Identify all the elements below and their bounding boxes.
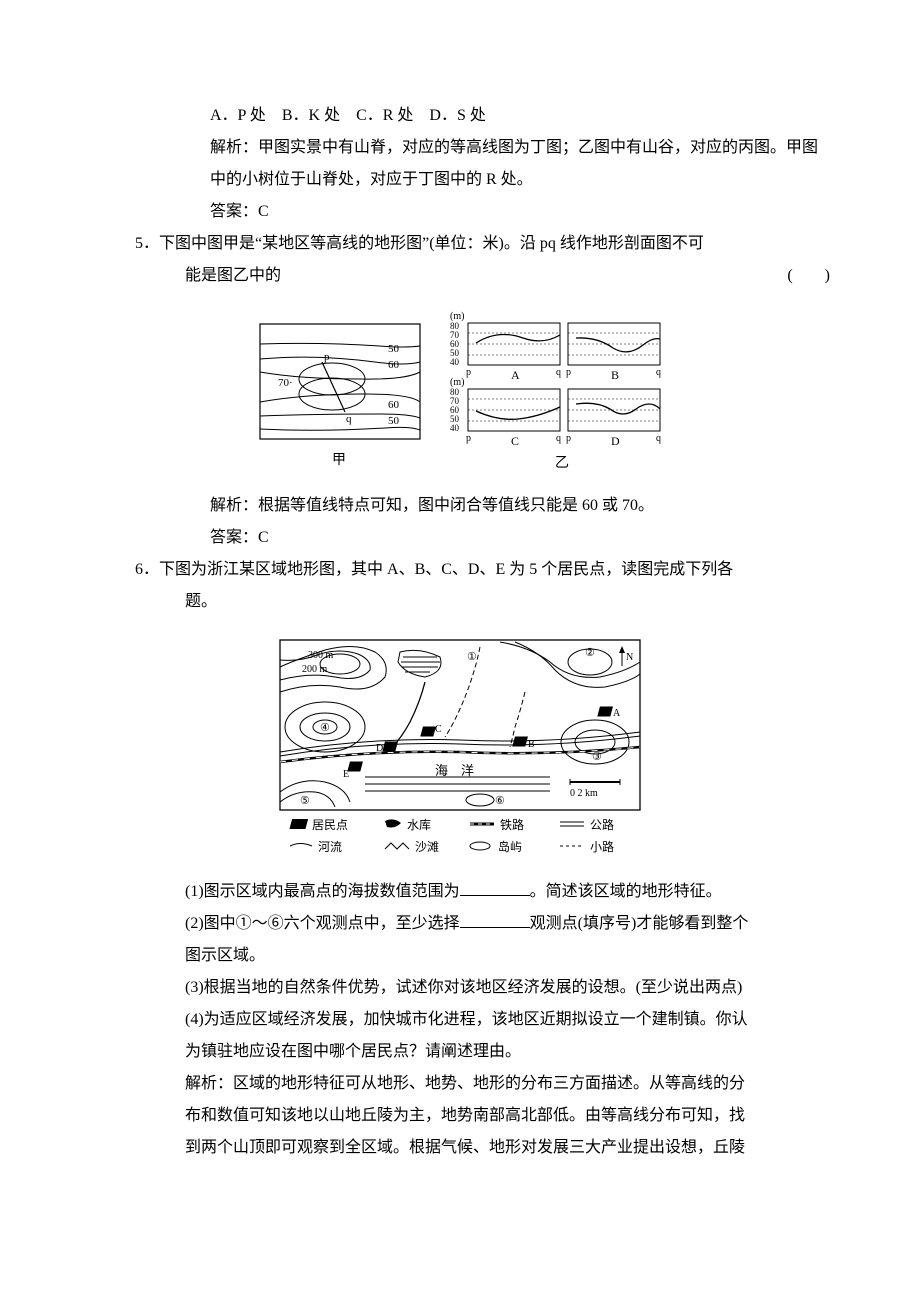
q6-sub2a: (2)图中①～⑥六个观测点中，至少选择观测点(填序号)才能够看到整个 [90, 908, 830, 940]
svg-text:p: p [466, 433, 471, 444]
svg-text:60: 60 [388, 359, 400, 371]
yi-label: 乙 [555, 455, 569, 471]
q4-answer: 答案：C [90, 196, 830, 228]
svg-text:p: p [566, 367, 571, 378]
svg-text:N: N [626, 652, 633, 663]
map-legend: 居民点 水库 铁路 公路 [289, 817, 614, 854]
svg-text:70·: 70· [278, 377, 293, 389]
svg-text:小路: 小路 [590, 839, 614, 854]
q6-analysis-c: 到两个山顶即可观察到全区域。根据气候、地形对发展三大产业提出设想，丘陵 [90, 1132, 830, 1164]
svg-text:q: q [556, 367, 561, 378]
svg-text:B: B [611, 368, 619, 382]
svg-text:50: 50 [388, 415, 400, 427]
svg-text:④: ④ [320, 722, 330, 734]
svg-text:河流: 河流 [318, 840, 342, 854]
q5-stem-b: 能是图乙中的 ( ) [90, 260, 830, 292]
q4-options: A．P 处 B．K 处 C．R 处 D．S 处 [90, 100, 830, 132]
panel-a-path [476, 334, 560, 343]
fig-jia: p q 70· 50 60 60 50 甲 [260, 324, 420, 468]
q5-stem-b-text: 能是图乙中的 [185, 267, 281, 284]
q5-figure-svg: p q 70· 50 60 60 50 甲 (m) 8070605040 [250, 306, 670, 476]
blank-2 [460, 927, 530, 928]
q6-sub1: (1)图示区域内最高点的海拔数值范围为。简述该区域的地形特征。 [90, 876, 830, 908]
jia-label: 甲 [332, 453, 346, 468]
q4-analysis: 解析：甲图实景中有山脊，对应的等高线图为丁图；乙图中有山谷，对应的丙图。甲图中的… [90, 132, 830, 196]
fig-yi: (m) 8070605040 p A q [450, 311, 661, 471]
svg-text:②: ② [585, 647, 595, 659]
q6-analysis-a: 解析：区域的地形特征可从地形、地势、地形的分布三方面描述。从等高线的分 [90, 1068, 830, 1100]
q6-sub3: (3)根据当地的自然条件优势，试述你对该地区经济发展的设想。(至少说出两点) [90, 972, 830, 1004]
blank-1 [460, 895, 530, 896]
svg-text:q: q [556, 433, 561, 444]
svg-text:q: q [656, 367, 661, 378]
svg-text:③: ③ [592, 751, 602, 763]
q6-sub2b: 图示区域。 [90, 940, 830, 972]
svg-text:A: A [613, 708, 621, 719]
svg-text:300 m: 300 m [308, 650, 334, 661]
svg-text:⑤: ⑤ [300, 795, 310, 807]
svg-text:岛屿: 岛屿 [498, 839, 522, 854]
q5-num: 5． [135, 235, 159, 252]
svg-text:E: E [343, 769, 349, 780]
answer-label: 答案： [210, 203, 258, 220]
q5-answer: 答案：C [90, 522, 830, 554]
q5-stem-a-text: 下图中图甲是“某地区等高线的地形图”(单位：米)。沿 pq 线作地形剖面图不可 [159, 235, 704, 252]
svg-text:0 2 km: 0 2 km [570, 788, 598, 799]
q5-stem-a: 5．下图中图甲是“某地区等高线的地形图”(单位：米)。沿 pq 线作地形剖面图不… [90, 228, 830, 260]
panel-c-path [476, 407, 560, 419]
svg-text:40: 40 [450, 357, 460, 367]
q6-analysis-b: 布和数值可知该地以山地丘陵为主，地势南部高北部低。由等高线分布可知，找 [90, 1100, 830, 1132]
q6-map-svg: N 300 m 200 m [270, 632, 650, 862]
panel-d-path [576, 403, 660, 414]
svg-text:⑥: ⑥ [495, 795, 505, 807]
q5-paren: ( ) [787, 260, 830, 292]
svg-text:60: 60 [388, 399, 400, 411]
q6-stem-a: 6．下图为浙江某区域地形图，其中 A、B、C、D、E 为 5 个居民点，读图完成… [90, 554, 830, 586]
q-label: q [346, 413, 352, 425]
svg-text:p: p [566, 433, 571, 444]
q4-answer-val: C [258, 203, 269, 220]
svg-text:居民点: 居民点 [312, 818, 348, 832]
svg-text:①: ① [467, 651, 477, 663]
q5-figure: p q 70· 50 60 60 50 甲 (m) 8070605040 [90, 306, 830, 476]
svg-text:q: q [656, 433, 661, 444]
svg-text:铁路: 铁路 [500, 817, 524, 832]
q6-stem-b: 题。 [90, 586, 830, 618]
svg-text:50: 50 [388, 343, 400, 355]
svg-text:水库: 水库 [407, 817, 431, 832]
svg-text:C: C [435, 724, 442, 735]
q6-sub4b: 为镇驻地应设在图中哪个居民点？请阐述理由。 [90, 1036, 830, 1068]
svg-text:公路: 公路 [590, 817, 614, 832]
svg-text:沙滩: 沙滩 [415, 840, 439, 854]
q5-analysis: 解析：根据等值线特点可知，图中闭合等值线只能是 60 或 70。 [90, 490, 830, 522]
p-label: p [324, 351, 330, 363]
svg-text:40: 40 [450, 423, 460, 433]
panel-b-path [576, 338, 660, 352]
svg-text:D: D [611, 434, 620, 448]
page-content: A．P 处 B．K 处 C．R 处 D．S 处 解析：甲图实景中有山脊，对应的等… [0, 0, 920, 1204]
svg-text:D: D [376, 743, 383, 754]
svg-text:B: B [528, 739, 535, 750]
q6-figure: N 300 m 200 m [90, 632, 830, 862]
svg-text:200 m: 200 m [302, 664, 328, 675]
svg-text:海 洋: 海 洋 [435, 763, 474, 778]
q6-sub4a: (4)为适应区域经济发展，加快城市化进程，该地区近期拟设立一个建制镇。你认 [90, 1004, 830, 1036]
svg-text:p: p [466, 367, 471, 378]
analysis-label: 解析： [210, 139, 258, 156]
q4-analysis-text: 甲图实景中有山脊，对应的等高线图为丁图；乙图中有山谷，对应的丙图。甲图中的小树位… [210, 139, 818, 188]
svg-text:A: A [511, 368, 520, 382]
svg-text:C: C [511, 434, 519, 448]
